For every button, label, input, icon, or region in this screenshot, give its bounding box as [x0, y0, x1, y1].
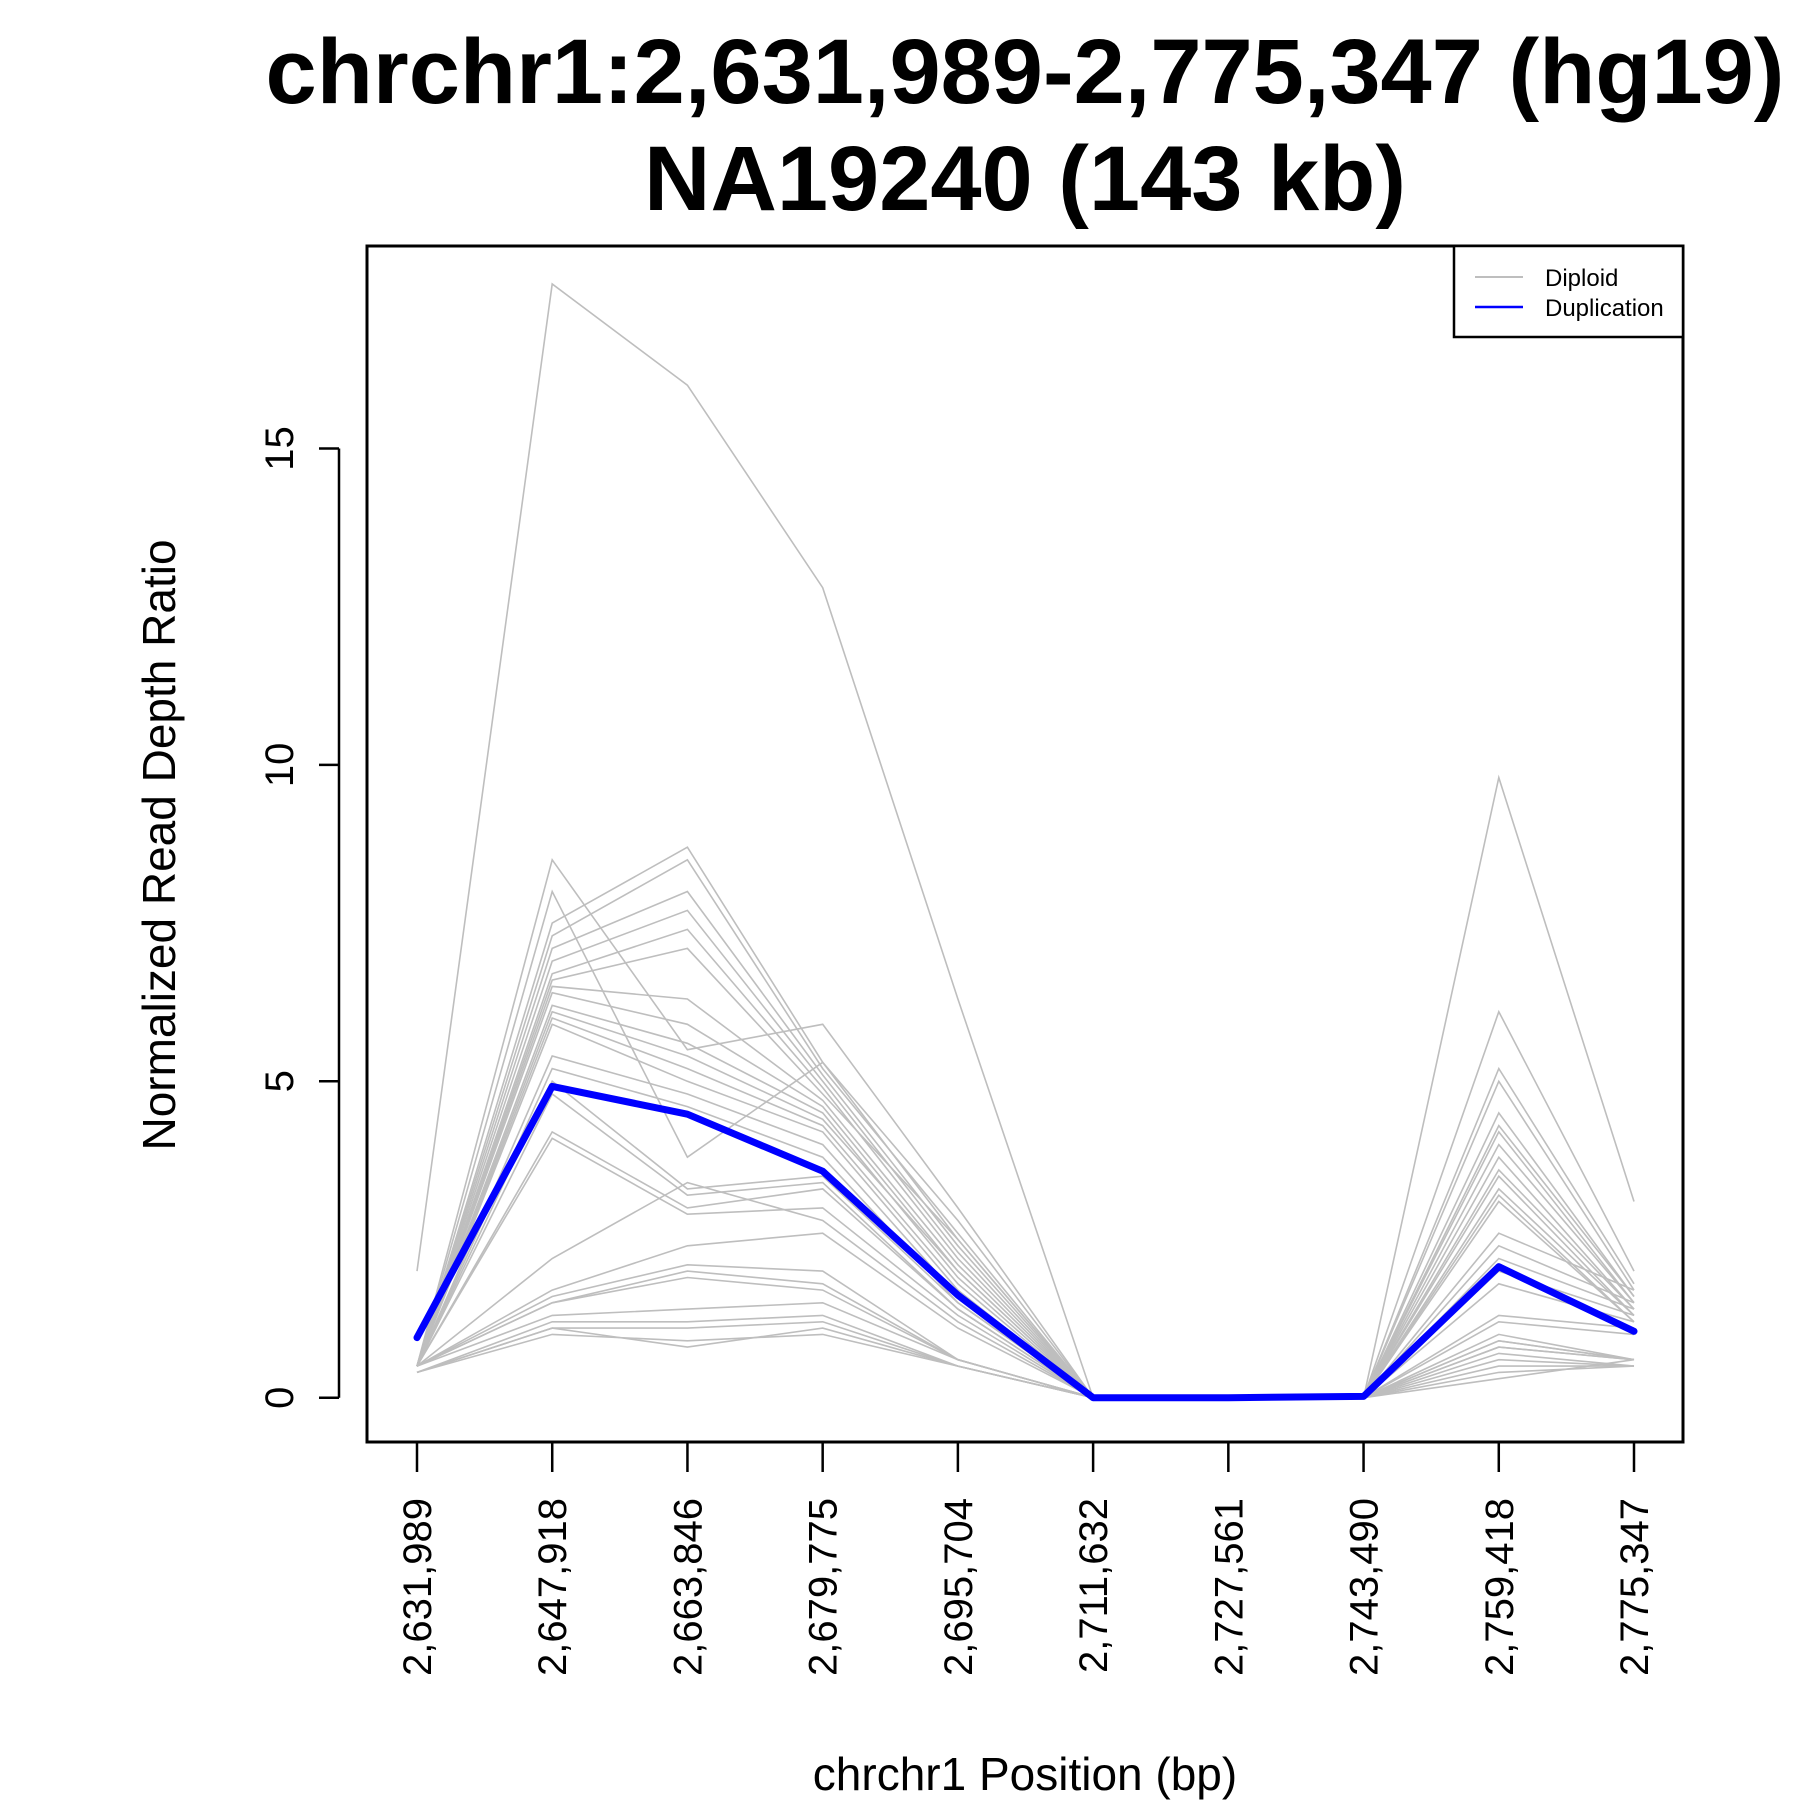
x-tick-label: 2,679,775 — [802, 1498, 846, 1676]
legend-label-duplication: Duplication — [1545, 295, 1664, 322]
x-tick-label: 2,759,418 — [1478, 1498, 1522, 1676]
diploid-line-7 — [416, 928, 1635, 1399]
diploid-line-6 — [416, 909, 1635, 1399]
legend-box — [1452, 244, 1685, 339]
diploid-line-26 — [416, 1301, 1635, 1399]
x-tick-label: 2,663,846 — [666, 1498, 710, 1676]
y-tick-label: 5 — [258, 1070, 302, 1092]
duplication-series — [413, 1082, 1638, 1402]
legend-label-diploid: Diploid — [1545, 265, 1618, 292]
x-tick-label: 2,631,989 — [396, 1498, 440, 1676]
diploid-line-13 — [416, 1016, 1635, 1399]
x-tick-label: 2,711,632 — [1072, 1498, 1116, 1673]
x-tick-label: 2,727,561 — [1207, 1498, 1251, 1676]
diploid-line-21 — [416, 1181, 1635, 1399]
diploid-line-9 — [416, 985, 1635, 1399]
chart-title-line2: NA19240 (143 kb) — [644, 128, 1406, 230]
y-axis-label: Normalized Read Depth Ratio — [133, 539, 185, 1150]
chart-title-line1: chrchr1:2,631,989-2,775,347 (hg19) — [266, 21, 1785, 123]
diploid-line-30 — [416, 1327, 1635, 1399]
x-tick-label: 2,647,918 — [531, 1498, 575, 1676]
diploid-line-20 — [416, 1137, 1635, 1399]
diploid-line-4 — [416, 858, 1635, 1399]
diploid-line-12 — [416, 1010, 1635, 1399]
x-axis: 2,631,989 2,647,918 2,663,846 2,679,775 2,69… — [396, 1440, 1657, 1676]
x-axis-label: chrchr1 Position (bp) — [813, 1748, 1237, 1800]
diploid-line-18 — [416, 1092, 1635, 1399]
plot-frame — [365, 244, 1685, 1444]
duplication-line — [413, 1082, 1638, 1402]
diploid-line-8 — [416, 947, 1635, 1399]
x-tick-label: 2,743,490 — [1343, 1498, 1387, 1676]
diploid-line-1 — [416, 857, 1635, 1399]
diploid-line-0 — [416, 282, 1635, 1399]
x-tick-label: 2,775,347 — [1613, 1498, 1657, 1676]
y-tick-label: 10 — [258, 743, 302, 788]
diploid-line-11 — [416, 1004, 1635, 1399]
diploid-line-19 — [416, 1130, 1635, 1399]
diploid-line-5 — [416, 890, 1635, 1399]
y-axis: 0 5 10 15 — [258, 426, 341, 1409]
x-tick-label: 2,695,704 — [937, 1498, 981, 1676]
y-tick-label: 0 — [258, 1387, 302, 1409]
y-tick-label: 15 — [258, 426, 302, 471]
legend: Diploid Duplication — [1452, 244, 1685, 339]
diploid-series — [416, 282, 1635, 1399]
